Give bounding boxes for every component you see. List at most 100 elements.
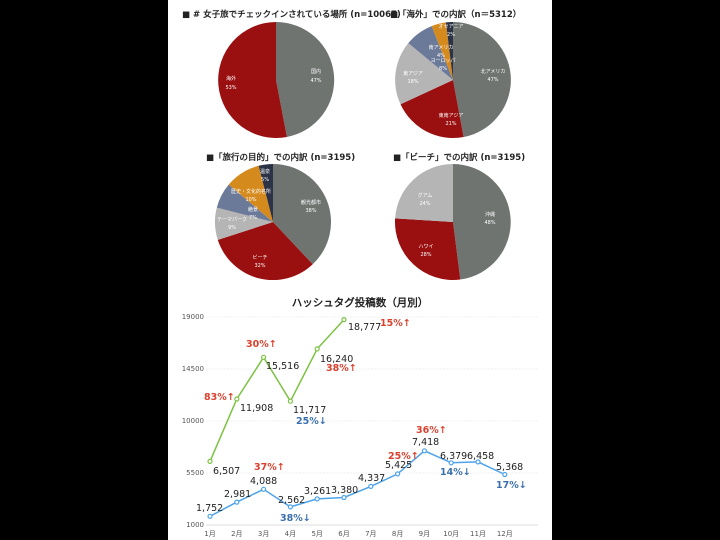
slice-south-america xyxy=(431,22,453,80)
x-tick: 5月 xyxy=(311,530,322,538)
blue-value-label: 6,458 xyxy=(467,451,494,462)
pie-chart-beach-breakdown: 沖縄 48% ハワイ 28% グアム 24% xyxy=(394,164,511,280)
label-oceania: オセアニア xyxy=(439,24,464,30)
slice-sightseeing-city xyxy=(273,164,332,265)
value-overseas: 53% xyxy=(225,85,236,91)
label-south-america: 南アメリカ xyxy=(429,44,454,51)
label-theme-park: テーマパーク xyxy=(217,217,247,223)
label-east-asia: 東アジア xyxy=(403,70,423,77)
x-tick: 1月 xyxy=(204,530,215,538)
blue-value-label: 3,261 xyxy=(304,486,331,497)
x-tick: 2月 xyxy=(231,530,242,538)
slice-domestic xyxy=(276,21,335,138)
slice-east-asia xyxy=(395,43,453,105)
series-green-line xyxy=(209,319,345,462)
series-blue-markers xyxy=(207,448,508,519)
slice-oceania xyxy=(445,21,453,80)
pie-chart-checkin-location: 国内 47% 海外 53% xyxy=(218,21,335,138)
green-value-label: 6,507 xyxy=(213,466,240,477)
label-southeast-asia: 東南アジア xyxy=(439,112,464,119)
blue-value-label: 4,088 xyxy=(250,476,277,487)
x-tick: 9月 xyxy=(419,530,430,538)
x-tick: 8月 xyxy=(392,530,403,538)
value-hot-spring: 5% xyxy=(261,177,269,183)
slice-hawaii xyxy=(394,218,461,280)
slice-hot-spring xyxy=(258,163,273,222)
label-north-america: 北アメリカ xyxy=(481,68,506,75)
slice-okinawa xyxy=(453,164,511,280)
green-value-label: 18,777 xyxy=(348,322,381,333)
slice-beach xyxy=(217,222,313,281)
value-guam: 24% xyxy=(419,201,430,207)
y-tick: 1000 xyxy=(186,521,204,529)
series-blue-line xyxy=(209,449,506,517)
blue-value-label: 4,337 xyxy=(358,473,385,484)
blue-value-label: 2,981 xyxy=(224,489,251,500)
y-tick: 10000 xyxy=(182,417,204,425)
value-south-america: 4% xyxy=(437,53,445,59)
y-tick: 14500 xyxy=(182,365,204,373)
blue-value-label: 1,752 xyxy=(196,503,223,514)
label-overseas: 海外 xyxy=(226,75,236,82)
label-okinawa: 沖縄 xyxy=(485,211,495,218)
slice-theme-park xyxy=(214,207,273,240)
x-tick: 12月 xyxy=(497,530,513,538)
value-theme-park: 9% xyxy=(228,225,236,231)
value-okinawa: 48% xyxy=(484,220,495,226)
series-green-markers xyxy=(207,317,347,464)
growth-annotation: 25%↑ xyxy=(388,451,419,462)
label-hot-spring: 温泉 xyxy=(260,168,270,175)
slice-overseas xyxy=(218,22,287,138)
label-domestic: 国内 xyxy=(311,68,321,75)
value-hawaii: 28% xyxy=(420,252,431,258)
slice-guam xyxy=(395,164,453,222)
pie-chart-travel-purpose: 観光都市 38% ビーチ 32% テーマパーク 9% 絶景 7% 歴史・文化的名… xyxy=(214,163,332,281)
line-chart-title: ハッシュタグ投稿数（月別） xyxy=(291,297,429,309)
value-historic-site: 10% xyxy=(245,197,256,203)
blue-value-label: 5,425 xyxy=(385,460,412,471)
line-chart-monthly-posts: 19000 14500 10000 5500 1000 1月 2月 3月 4月 … xyxy=(182,313,538,538)
label-scenic-view: 絶景 xyxy=(248,206,258,213)
green-value-label: 11,908 xyxy=(240,403,273,414)
value-scenic-view: 7% xyxy=(249,215,257,221)
y-tick: 19000 xyxy=(182,313,204,321)
blue-value-label: 7,418 xyxy=(412,437,439,448)
grid-lines xyxy=(206,316,538,474)
pie-title-travel-purpose: ■「旅行の目的」での内訳 (n=3195) xyxy=(206,153,356,163)
value-east-asia: 18% xyxy=(407,79,418,85)
pie-title-beach-breakdown: ■「ビーチ」での内訳 (n=3195) xyxy=(393,153,526,163)
label-beach: ビーチ xyxy=(252,254,267,261)
value-north-america: 47% xyxy=(487,77,498,83)
value-domestic: 47% xyxy=(310,78,321,84)
decline-annotation: 38%↓ xyxy=(280,513,311,524)
pie-title-overseas-breakdown: ■「海外」での内訳（n＝5312） xyxy=(390,10,522,20)
pie-chart-overseas-breakdown: 北アメリカ 47% 東南アジア 21% 東アジア 18% ヨーロッパ 8% 南ア… xyxy=(395,21,511,138)
value-sightseeing-city: 38% xyxy=(305,208,316,214)
slice-southeast-asia xyxy=(400,80,464,138)
growth-annotation: 38%↑ xyxy=(326,363,357,374)
x-tick: 6月 xyxy=(338,530,349,538)
x-tick: 10月 xyxy=(443,530,459,538)
label-historic-site: 歴史・文化的名所 xyxy=(231,188,271,195)
x-tick: 3月 xyxy=(258,530,269,538)
blue-value-label: 6,379 xyxy=(440,451,467,462)
x-tick: 11月 xyxy=(470,530,486,538)
label-europe: ヨーロッパ xyxy=(430,58,455,64)
y-tick: 5500 xyxy=(186,469,204,477)
slide-page: ■ # 女子旅でチェックインされている場所 (n=10067) 国内 47% 海… xyxy=(168,0,552,540)
slice-north-america xyxy=(453,22,511,137)
blue-value-label: 3,380 xyxy=(331,485,358,496)
label-sightseeing-city: 観光都市 xyxy=(301,199,321,206)
value-oceania: 2% xyxy=(447,32,455,38)
blue-value-label: 2,562 xyxy=(278,495,305,506)
x-tick: 7月 xyxy=(365,530,376,538)
green-value-label: 15,516 xyxy=(266,361,299,372)
value-southeast-asia: 21% xyxy=(445,121,456,127)
slice-scenic-view xyxy=(216,184,273,222)
decline-annotation: 14%↓ xyxy=(440,467,471,478)
growth-annotation: 15%↑ xyxy=(380,318,411,329)
label-hawaii: ハワイ xyxy=(418,244,433,250)
growth-annotation: 36%↑ xyxy=(416,425,447,436)
growth-annotation: 30%↑ xyxy=(246,339,277,350)
value-beach: 32% xyxy=(254,263,265,269)
